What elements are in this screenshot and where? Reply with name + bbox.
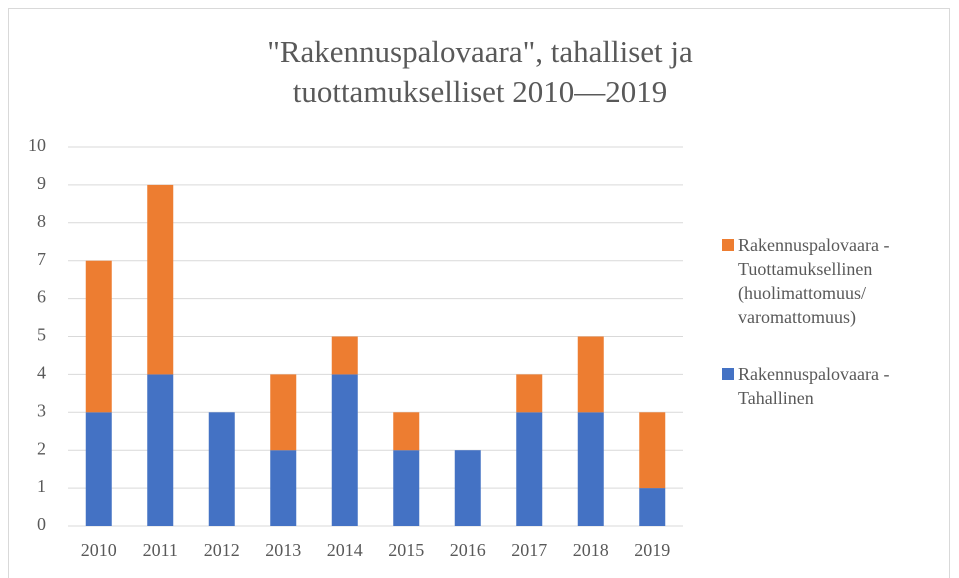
bar-segment [270,450,297,526]
bar-segment [208,412,235,526]
x-tick-label: 2010 [81,540,117,560]
x-tick-label: 2016 [450,540,486,560]
x-tick-label: 2019 [634,540,670,560]
bar-segment [577,336,604,413]
y-tick-label: 2 [37,438,46,458]
y-tick-label: 8 [37,211,46,231]
y-tick-label: 4 [37,363,46,383]
y-tick-label: 7 [37,249,46,269]
bar-segment [516,374,543,413]
bar-segment [577,412,604,526]
y-tick-label: 9 [37,173,46,193]
bar-segment [147,184,174,375]
bar-segment [516,412,543,526]
legend-swatch [722,239,734,251]
y-tick-label: 10 [28,135,46,155]
bar-segment [85,260,112,413]
bar-segment [147,374,174,526]
bar-segment [393,450,420,526]
legend-label: Rakennuspalovaara - Tuottamuksellinen (h… [738,235,890,327]
bar-segment [331,374,358,526]
x-tick-label: 2015 [388,540,424,560]
x-tick-label: 2018 [573,540,609,560]
bar-segment [331,336,358,375]
y-tick-label: 6 [37,287,46,307]
x-tick-label: 2014 [327,540,363,560]
x-tick-label: 2013 [265,540,301,560]
x-tick-label: 2012 [204,540,240,560]
bar-segment [270,374,297,451]
legend-label: Rakennuspalovaara - Tahallinen [738,364,890,408]
x-tick-label: 2017 [511,540,547,560]
y-tick-label: 3 [37,400,46,420]
bar-segment [639,412,666,489]
y-tick-label: 5 [37,325,46,345]
chart-frame [8,8,950,578]
y-tick-label: 1 [37,476,46,496]
chart-title: "Rakennuspalovaara", tahalliset ja tuott… [267,34,693,109]
bar-segment [454,450,481,526]
x-tick-label: 2011 [143,540,178,560]
bar-segment [393,412,420,451]
bar-segment [639,488,666,526]
y-tick-label: 0 [37,514,46,534]
bar-segment [85,412,112,526]
legend-swatch [722,368,734,380]
